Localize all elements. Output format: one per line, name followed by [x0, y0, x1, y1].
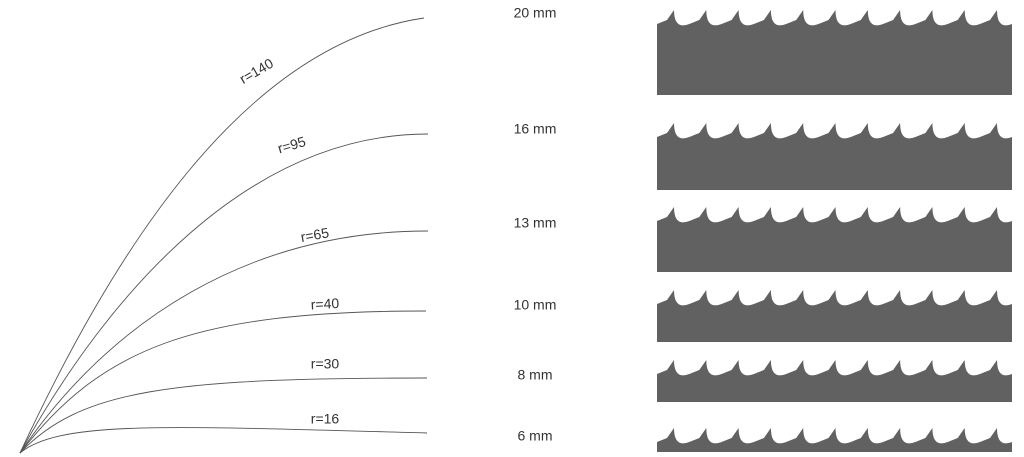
bend-curve — [19, 230, 429, 454]
width-label: 6 mm — [518, 428, 553, 444]
radius-label: r=30 — [311, 356, 340, 372]
width-label: 13 mm — [514, 215, 557, 231]
bend-curve — [19, 427, 428, 454]
bend-curve — [19, 310, 427, 454]
width-label: 8 mm — [518, 367, 553, 383]
width-label: 20 mm — [514, 5, 557, 21]
bend-curve — [19, 133, 429, 454]
radius-label: r=40 — [310, 295, 339, 312]
radius-label: r=16 — [311, 411, 340, 427]
bend-curve — [19, 377, 428, 454]
width-label: 10 mm — [514, 297, 557, 313]
radius-label: r=65 — [299, 224, 330, 245]
width-label: 16 mm — [514, 121, 557, 137]
blade — [657, 428, 1012, 452]
blade — [657, 360, 1012, 402]
bend-curve — [19, 17, 425, 454]
blade — [657, 290, 1012, 342]
blade — [657, 207, 1012, 272]
blade — [657, 123, 1012, 190]
radius-label: r=95 — [276, 133, 308, 156]
blade — [657, 10, 1012, 95]
radius-label: r=140 — [237, 55, 277, 87]
